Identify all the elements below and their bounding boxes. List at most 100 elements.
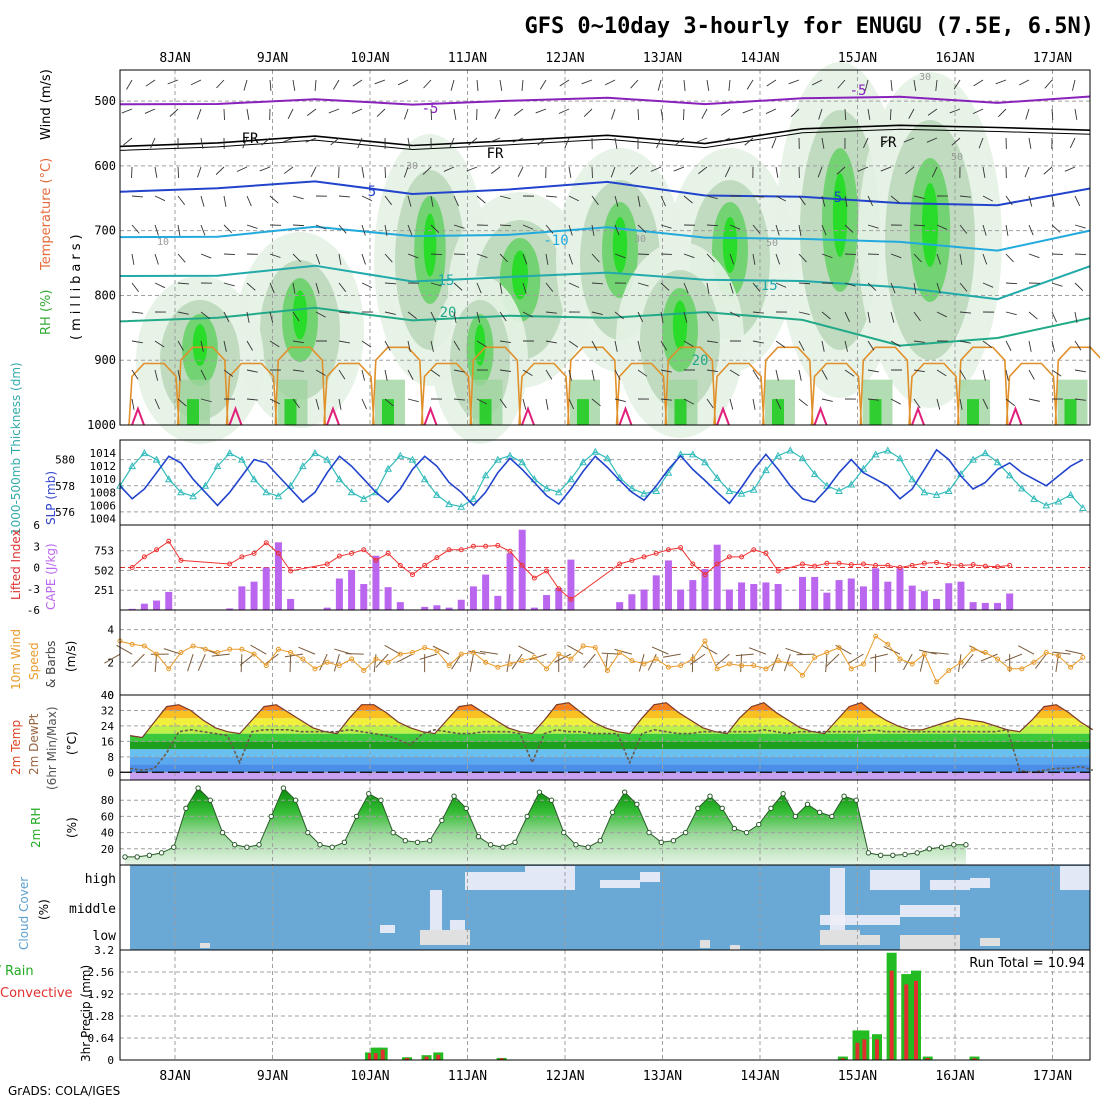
wind-barb: [614, 369, 621, 380]
rh-point: [353, 813, 360, 820]
li-point: [458, 547, 464, 553]
wind-barb: [490, 166, 501, 175]
wind-barb: [610, 166, 616, 178]
wind-barb: [683, 340, 694, 348]
li-point: [775, 568, 781, 574]
cape-bar: [628, 594, 636, 610]
thickness-point: [944, 486, 953, 494]
wind-barb: [953, 79, 961, 90]
wind-barb: [790, 108, 800, 118]
label-cape: CAPE (J/kg): [44, 543, 58, 610]
wind-point: [848, 666, 854, 672]
cape-bar: [908, 585, 916, 610]
wind-barb: [154, 369, 159, 381]
wind-barb: [1005, 398, 1015, 407]
thickness-point: [164, 475, 173, 483]
cloud-low-patch: [980, 938, 1000, 946]
cape-bar: [750, 584, 758, 610]
wind-barb: [407, 311, 417, 320]
wind-barb: [282, 137, 294, 143]
wind-barb: [706, 79, 710, 91]
rh-point: [280, 785, 287, 791]
wind-barb: [867, 311, 871, 323]
wind-barb: [545, 311, 557, 314]
rh-point: [171, 844, 177, 850]
wind-point: [1031, 659, 1037, 665]
rh-point: [573, 842, 579, 848]
wind-barb: [396, 653, 413, 663]
wind-barb: [972, 108, 984, 115]
wind-barb: [190, 79, 202, 86]
wind-point: [202, 646, 208, 652]
wind-barb: [104, 653, 121, 664]
wind-point: [824, 650, 830, 655]
y-tick-label: 16: [101, 735, 114, 748]
wind-barb: [656, 137, 662, 149]
thickness-point: [798, 454, 807, 462]
wind-barb: [1064, 166, 1076, 172]
wind-point: [410, 650, 415, 655]
cape-bar: [153, 600, 161, 610]
wind-barb: [1074, 224, 1086, 229]
rh-shade-core: [292, 290, 308, 340]
cape-bar: [360, 584, 368, 610]
wind-barb: [926, 137, 938, 143]
wind-barb: [430, 224, 440, 234]
wind-point: [397, 651, 403, 657]
label-total-rain: Total / Rain: [0, 964, 34, 979]
wind-barb: [535, 108, 547, 114]
date-label-top: 9JAN: [257, 51, 288, 66]
temp-contour-30: [911, 405, 925, 426]
wind-barb: [796, 653, 815, 656]
wind-point: [263, 663, 269, 669]
wind-barb: [788, 79, 800, 85]
li-point: [800, 561, 805, 567]
wind-barb: [662, 653, 681, 658]
wind-point: [129, 641, 135, 647]
wind-point: [641, 661, 647, 667]
temp-contour-25: [225, 362, 278, 426]
wind-barb: [361, 166, 365, 178]
contour-label: -5: [850, 83, 867, 99]
cloud-gap: [870, 870, 920, 890]
temp-contour-25: [469, 346, 522, 426]
thickness-point: [225, 449, 234, 457]
wind-point: [629, 658, 635, 664]
panel-labels: RH (%) Temperature (°C) Wind (m/s) (mill…: [0, 69, 93, 1062]
wind-barb: [817, 166, 823, 178]
wind-barb: [719, 137, 731, 143]
precip-conv-bar: [875, 1039, 879, 1060]
wind-barb: [169, 108, 179, 117]
wind-barb: [675, 137, 685, 146]
thickness-point: [420, 475, 429, 483]
wind-point: [312, 666, 318, 672]
cape-bar: [494, 595, 502, 610]
wind-barb: [844, 224, 854, 233]
wind-barb: [660, 108, 664, 120]
cape-bar: [835, 580, 843, 610]
li-point: [617, 561, 623, 567]
temp-band: [130, 772, 1090, 780]
li-point: [446, 547, 452, 553]
thickness-point: [433, 490, 441, 498]
wind-barb: [1005, 340, 1012, 351]
date-label-top: 16JAN: [935, 51, 974, 66]
rh-point: [463, 805, 469, 812]
wind-barb: [647, 653, 657, 671]
wind-barb: [361, 340, 372, 348]
li-point: [641, 554, 647, 560]
rh-point: [963, 842, 969, 848]
rh-point: [183, 805, 189, 812]
temp-contour-30: [423, 405, 438, 426]
wind-barb: [568, 282, 580, 288]
cape-bar: [847, 578, 855, 610]
rh-point: [682, 829, 689, 836]
thickness-point: [1066, 490, 1075, 498]
thickness-point: [847, 480, 856, 488]
y-tick-label: 1.28: [88, 1010, 115, 1023]
wind-barb: [1051, 369, 1062, 377]
cape-bar: [689, 580, 697, 610]
li-point: [982, 563, 988, 569]
li-point: [848, 562, 854, 568]
